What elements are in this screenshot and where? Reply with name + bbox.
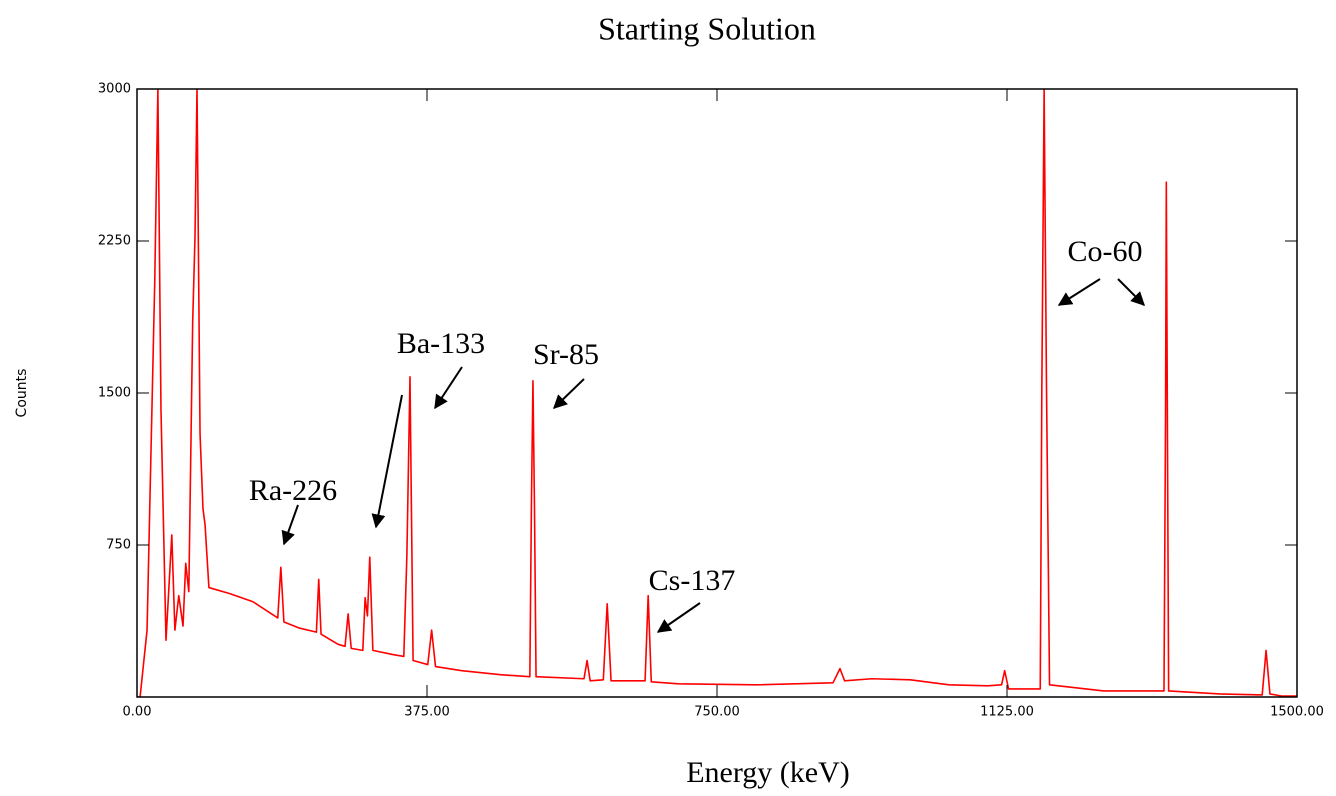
x-tick-label: 1125.00 — [980, 705, 1034, 720]
x-tick-label: 750.00 — [694, 705, 740, 720]
arrow — [552, 378, 585, 409]
y-tick-label: 1500 — [98, 386, 131, 401]
annotation: Ba-133 — [397, 327, 485, 360]
annotation: Ra-226 — [249, 474, 337, 507]
arrow — [434, 366, 463, 410]
annotation: Cs-137 — [649, 564, 736, 597]
arrow — [371, 394, 403, 529]
spectrum-line — [137, 89, 1297, 697]
arrows — [281, 278, 1145, 633]
arrow — [1057, 278, 1101, 306]
arrow — [281, 504, 299, 546]
y-tick-label: 2250 — [98, 234, 131, 249]
chart-title: Starting Solution — [598, 10, 816, 46]
x-axis-label: Energy (keV) — [686, 756, 850, 789]
arrow — [656, 602, 701, 633]
plot-area — [137, 89, 1297, 697]
plot-frame — [136, 88, 1298, 698]
annotations: Ra-226 Ba-133 Sr-85 Cs-137 Co-60 — [249, 235, 1143, 597]
x-tick-label: 0.00 — [123, 705, 152, 720]
y-tick-label: 750 — [106, 538, 131, 553]
annotation: Co-60 — [1068, 235, 1143, 268]
y-tick-label: 3000 — [98, 82, 131, 97]
y-axis-label: Counts — [14, 369, 30, 418]
x-tick-label: 1500.00 — [1270, 705, 1324, 720]
annotation: Sr-85 — [533, 338, 599, 371]
arrow — [1117, 278, 1145, 306]
x-tick-label: 375.00 — [404, 705, 450, 720]
